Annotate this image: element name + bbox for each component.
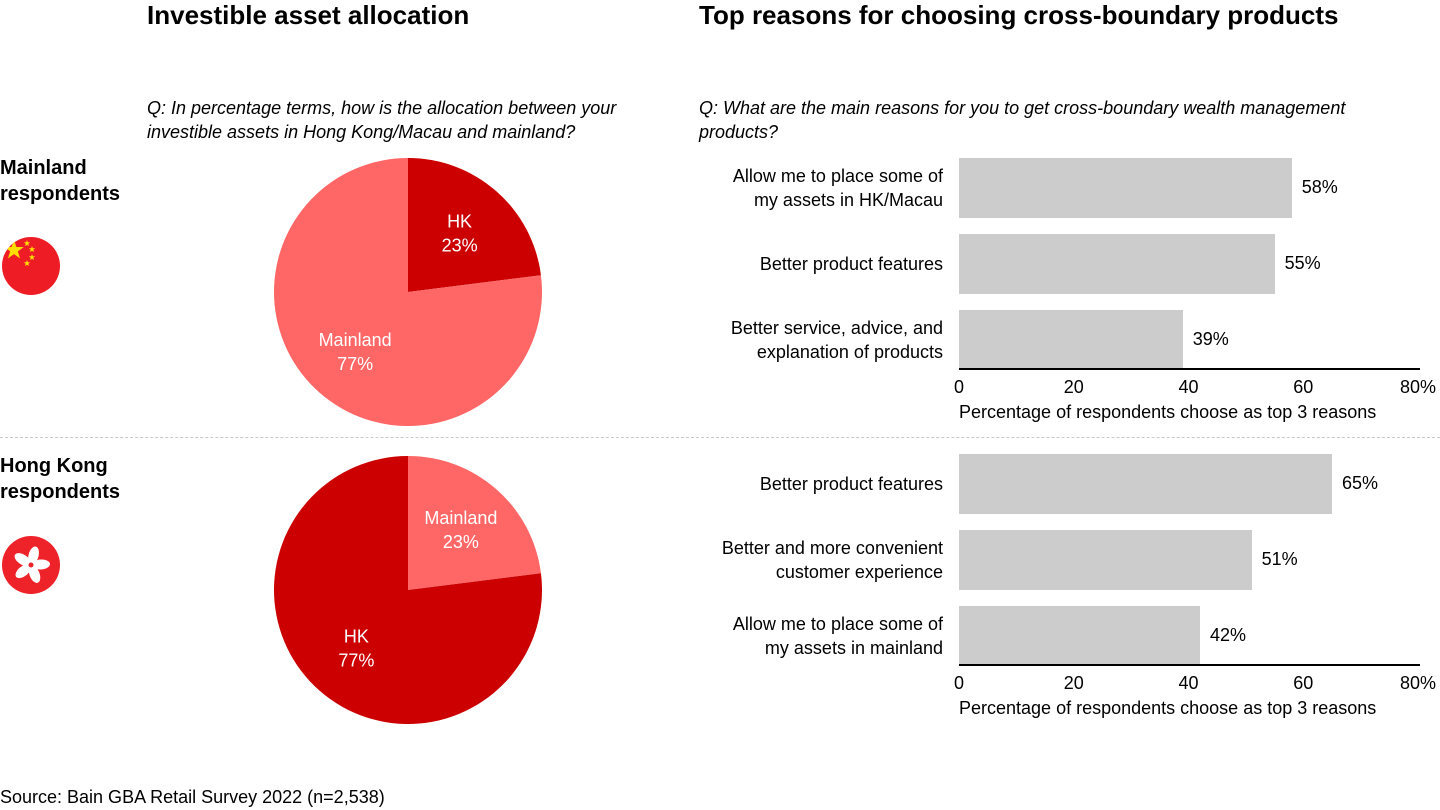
right-heading: Top reasons for choosing cross-boundary … (699, 0, 1339, 30)
x-axis-tick-label: 0 (953, 673, 965, 693)
bar-category-label-line: Better service, advice, and (730, 318, 943, 338)
mainland-allocation-pie-chart: HK 23% Mainland 77% (273, 158, 542, 426)
x-axis-title: Percentage of respondents choose as top … (959, 402, 1377, 422)
bar (959, 606, 1200, 666)
pie-label-hk: HK (344, 627, 369, 647)
china-flag-icon (2, 237, 60, 295)
right-question: Q: What are the main reasons for you to … (699, 98, 1346, 142)
left-question: Q: In percentage terms, how is the alloc… (147, 98, 617, 142)
bar-category-label: Better product features (693, 252, 943, 276)
x-axis-line (959, 368, 1420, 370)
china-flag-background (2, 237, 60, 295)
bar-category-label-line: Better product features (759, 474, 943, 494)
mainland-label-line1: Mainland (0, 157, 87, 179)
x-axis-tick-label: 40 (1178, 377, 1199, 397)
pie-pct-hk: 23% (442, 235, 478, 255)
bar (959, 234, 1275, 294)
bar-category-label: Better service, advice, and explanation o… (693, 316, 943, 364)
bar-value-label: 42% (1209, 625, 1246, 645)
x-axis-tick-label: 40 (1178, 673, 1199, 693)
bar-value-label: 55% (1284, 253, 1321, 273)
pie-pct-hk: 77% (338, 651, 374, 671)
pie-pct-mainland: 23% (443, 532, 479, 552)
x-axis-tick-label: 60 (1293, 377, 1314, 397)
hongkong-label-line2: respondents (0, 481, 121, 503)
x-axis-tick-label: 20 (1063, 673, 1084, 693)
hongkong-allocation-pie-chart: Mainland 23% HK 77% (273, 456, 542, 724)
bar-category-label-line: explanation of products (756, 342, 943, 362)
pie-slice-mainland (273, 158, 542, 426)
bar (959, 158, 1292, 218)
bar-category-label-line: my assets in HK/Macau (753, 190, 943, 210)
source-note: Source: Bain GBA Retail Survey 2022 (n=2… (0, 787, 385, 807)
bar-value-label: 58% (1301, 177, 1338, 197)
bar-category-label: Allow me to place some of my assets in HK… (693, 164, 943, 212)
pie-slice-mainland (408, 456, 541, 590)
china-flag-small-star (28, 246, 36, 253)
bar-category-label: Better product features (693, 472, 943, 496)
bauhinia-flower-icon (14, 546, 50, 583)
bar-category-label-line: Allow me to place some of (732, 166, 943, 186)
left-heading: Investible asset allocation (147, 0, 470, 30)
x-axis-tick-label: 80% (1399, 377, 1437, 397)
china-flag-small-star (23, 240, 31, 247)
china-flag-large-star (4, 240, 24, 259)
pie-slice-hk (408, 158, 541, 292)
x-axis-line (959, 664, 1420, 666)
pie-label-mainland: Mainland (319, 330, 392, 350)
x-axis-tick-label: 60 (1293, 673, 1314, 693)
pie-label-hk: HK (447, 211, 472, 231)
hong-kong-flag-icon (2, 536, 60, 594)
bar-category-label-line: Better and more convenient (721, 538, 943, 558)
china-flag-small-star (23, 260, 31, 267)
pie-slice-hk (273, 456, 542, 724)
bar-category-label-line: Better product features (759, 254, 943, 274)
bar (959, 310, 1183, 370)
china-flag-small-star (28, 254, 36, 261)
hongkong-label-line1: Hong Kong (0, 455, 108, 477)
mainland-label-line2: respondents (0, 183, 121, 205)
x-axis-tick-label: 20 (1063, 377, 1084, 397)
bar-value-label: 51% (1261, 549, 1298, 569)
bar-category-label-line: Allow me to place some of (732, 614, 943, 634)
mainland-group-label: Mainland respondents (0, 155, 120, 207)
pie-label-mainland: Mainland (424, 508, 497, 528)
bar-value-label: 65% (1341, 473, 1378, 493)
pie-pct-mainland: 77% (337, 354, 373, 374)
bar-value-label: 39% (1192, 329, 1229, 349)
hongkong-group-label: Hong Kong respondents (0, 453, 120, 505)
x-axis-tick-label: 0 (953, 377, 965, 397)
x-axis-title: Percentage of respondents choose as top … (959, 698, 1377, 718)
bar-category-label: Allow me to place some of my assets in ma… (693, 612, 943, 660)
bar (959, 530, 1252, 590)
bar-category-label-line: customer experience (775, 562, 943, 582)
bar (959, 454, 1332, 514)
bar-category-label-line: my assets in mainland (764, 638, 943, 658)
x-axis-tick-label: 80% (1399, 673, 1437, 693)
bar-category-label: Better and more convenient customer exper… (693, 536, 943, 584)
section-divider (0, 437, 1440, 438)
